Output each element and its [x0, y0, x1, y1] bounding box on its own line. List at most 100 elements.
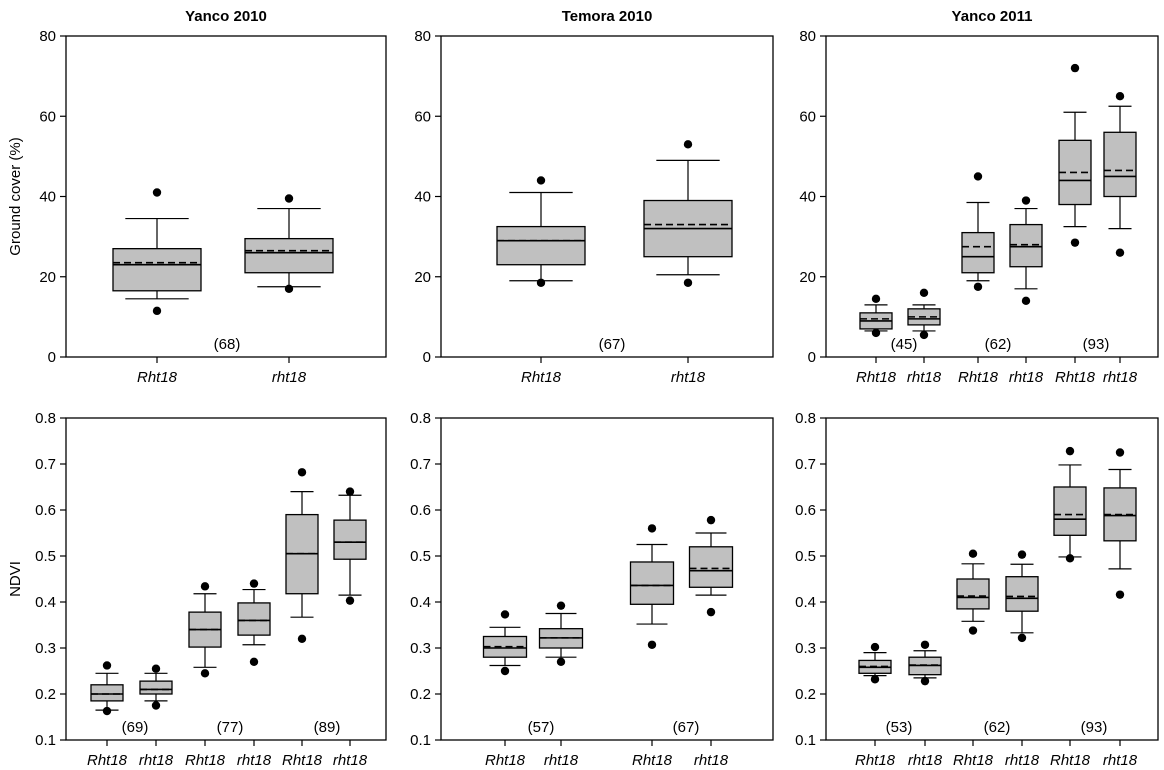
panel-title: Temora 2010	[562, 8, 653, 25]
outlier-min-point	[919, 330, 929, 340]
sample-size-label: (62)	[984, 719, 1011, 736]
x-tick-label: Rht18	[87, 752, 128, 769]
x-tick-label: rht18	[1005, 752, 1040, 769]
outlier-min-point	[647, 640, 657, 649]
outlier-min-point	[500, 666, 510, 676]
outlier-max-point	[1070, 63, 1080, 73]
outlier-min-point	[1115, 248, 1125, 257]
outlier-min-point	[870, 675, 880, 684]
outlier-max-point	[973, 172, 983, 181]
sample-size-label: (67)	[673, 719, 700, 736]
outlier-max-point	[536, 176, 546, 185]
sample-size-label: (62)	[985, 336, 1012, 353]
sample-size-label: (53)	[886, 719, 913, 736]
y-tick-label: 0.7	[35, 456, 56, 473]
outlier-max-point	[151, 664, 161, 673]
y-tick-label: 40	[799, 189, 816, 206]
outlier-max-point	[968, 549, 978, 558]
y-tick-label: 0.6	[35, 502, 56, 519]
x-tick-label: rht18	[237, 752, 272, 769]
outlier-max-point	[284, 194, 294, 203]
x-tick-label: rht18	[694, 752, 729, 769]
y-tick-label: 60	[799, 108, 816, 125]
outlier-min-point	[151, 701, 161, 710]
sample-size-label: (93)	[1081, 719, 1108, 736]
y-tick-label: 80	[799, 28, 816, 45]
outlier-max-point	[647, 524, 657, 533]
outlier-min-point	[706, 607, 716, 617]
outlier-max-point	[556, 601, 566, 610]
box-iqr	[629, 561, 675, 605]
x-tick-label: rht18	[1103, 752, 1138, 769]
y-tick-label: 0.7	[410, 456, 431, 473]
x-tick-label: rht18	[272, 369, 307, 386]
y-tick-label: 0.8	[410, 410, 431, 427]
y-tick-label: 0.6	[410, 502, 431, 519]
x-tick-label: Rht18	[856, 369, 897, 386]
plot-frame	[65, 417, 387, 741]
box-iqr	[90, 684, 124, 702]
y-tick-label: 60	[414, 108, 431, 125]
sample-size-label: (77)	[217, 719, 244, 736]
x-tick-label: rht18	[1009, 369, 1044, 386]
x-tick-label: Rht18	[485, 752, 526, 769]
y-tick-label: 0.3	[795, 640, 816, 657]
outlier-min-point	[973, 282, 983, 291]
y-tick-label: 0	[808, 349, 816, 366]
y-tick-label: 80	[39, 28, 56, 45]
y-tick-label: 0.2	[410, 686, 431, 703]
outlier-max-point	[1115, 91, 1125, 101]
sample-size-label: (45)	[891, 336, 918, 353]
outlier-max-point	[297, 468, 307, 477]
outlier-min-point	[152, 306, 162, 316]
sample-size-label: (67)	[599, 336, 626, 353]
panel-title: Yanco 2011	[952, 8, 1033, 25]
box-iqr	[956, 578, 990, 610]
y-tick-label: 0.2	[795, 686, 816, 703]
y-tick-label: 0.8	[795, 410, 816, 427]
x-tick-label: Rht18	[953, 752, 994, 769]
sample-size-label: (93)	[1083, 336, 1110, 353]
box-iqr	[139, 680, 173, 695]
box-iqr	[333, 519, 367, 560]
box-iqr	[237, 602, 271, 636]
x-tick-label: Rht18	[1050, 752, 1091, 769]
outlier-max-point	[249, 579, 259, 588]
x-tick-label: Rht18	[137, 369, 178, 386]
y-tick-label: 20	[799, 269, 816, 286]
outlier-max-point	[345, 487, 355, 496]
outlier-max-point	[500, 610, 510, 619]
box-iqr	[244, 237, 334, 274]
x-tick-label: rht18	[671, 369, 706, 386]
y-tick-label: 0.4	[410, 594, 431, 611]
x-tick-label: rht18	[333, 752, 368, 769]
y-tick-label: 0.7	[795, 456, 816, 473]
y-tick-label: 0.5	[35, 548, 56, 565]
outlier-max-point	[1065, 446, 1075, 456]
box-iqr	[1103, 131, 1137, 198]
plot-frame	[65, 35, 387, 358]
x-tick-label: Rht18	[632, 752, 673, 769]
plot-frame	[825, 417, 1159, 741]
outlier-max-point	[1115, 448, 1125, 457]
outlier-max-point	[920, 640, 930, 649]
box-iqr	[1005, 576, 1039, 612]
outlier-min-point	[200, 669, 210, 678]
y-tick-label: 0.3	[410, 640, 431, 657]
outlier-min-point	[1070, 238, 1080, 247]
y-axis-label: NDVI	[7, 561, 24, 597]
outlier-min-point	[284, 284, 294, 293]
x-tick-label: Rht18	[521, 369, 562, 386]
sample-size-label: (69)	[122, 719, 149, 736]
y-tick-label: 0.8	[35, 410, 56, 427]
y-tick-label: 0.5	[795, 548, 816, 565]
outlier-min-point	[102, 706, 112, 716]
y-tick-label: 0.2	[35, 686, 56, 703]
outlier-min-point	[536, 278, 546, 287]
y-tick-label: 0.1	[35, 732, 56, 749]
y-tick-label: 0.4	[795, 594, 816, 611]
y-tick-label: 0	[423, 349, 431, 366]
outlier-min-point	[556, 657, 566, 666]
y-tick-label: 40	[39, 189, 56, 206]
